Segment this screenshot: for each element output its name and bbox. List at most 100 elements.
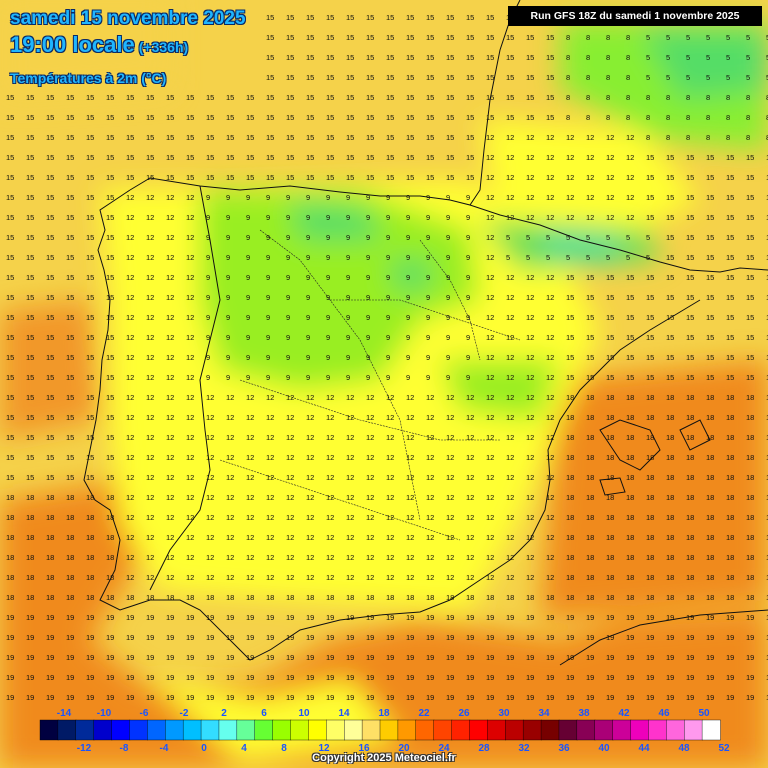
- grid-value: 18: [626, 413, 634, 422]
- grid-value: 12: [486, 473, 494, 482]
- grid-value: 15: [606, 333, 614, 342]
- variable-label: Températures à 2m (°C): [10, 70, 167, 86]
- grid-value: 19: [166, 613, 174, 622]
- grid-value: 9: [306, 233, 310, 242]
- legend-label-top: 22: [418, 708, 430, 719]
- grid-value: 18: [266, 593, 274, 602]
- grid-value: 15: [266, 93, 274, 102]
- grid-value: 15: [686, 173, 694, 182]
- grid-value: 15: [486, 73, 494, 82]
- grid-value: 15: [546, 53, 554, 62]
- grid-value: 15: [26, 193, 34, 202]
- grid-value: 18: [606, 493, 614, 502]
- grid-value: 12: [486, 393, 494, 402]
- legend-label-bottom: 16: [358, 743, 370, 754]
- grid-value: 9: [426, 193, 430, 202]
- grid-value: 12: [126, 253, 134, 262]
- grid-value: 9: [366, 333, 370, 342]
- grid-value: 19: [746, 653, 754, 662]
- grid-value: 18: [766, 533, 768, 542]
- grid-value: 15: [6, 293, 14, 302]
- grid-value: 9: [226, 373, 230, 382]
- grid-value: 15: [386, 153, 394, 162]
- grid-value: 19: [766, 613, 768, 622]
- grid-value: 9: [206, 353, 210, 362]
- grid-value: 19: [446, 673, 454, 682]
- grid-value: 15: [266, 73, 274, 82]
- grid-value: 15: [66, 293, 74, 302]
- grid-value: 8: [586, 53, 590, 62]
- grid-value: 15: [386, 93, 394, 102]
- grid-value: 15: [526, 113, 534, 122]
- grid-value: 9: [266, 233, 270, 242]
- grid-value: 18: [646, 573, 654, 582]
- grid-value: 12: [526, 193, 534, 202]
- grid-value: 15: [726, 353, 734, 362]
- grid-value: 9: [286, 293, 290, 302]
- grid-value: 12: [246, 473, 254, 482]
- grid-value: 12: [166, 293, 174, 302]
- grid-value: 9: [386, 213, 390, 222]
- grid-value: 12: [506, 333, 514, 342]
- grid-value: 18: [26, 493, 34, 502]
- grid-value: 15: [46, 153, 54, 162]
- grid-value: 19: [226, 613, 234, 622]
- grid-value: 9: [306, 253, 310, 262]
- grid-value: 15: [106, 313, 114, 322]
- grid-value: 8: [726, 93, 730, 102]
- grid-value: 19: [86, 633, 94, 642]
- legend-swatch: [433, 719, 453, 741]
- grid-value: 15: [506, 33, 514, 42]
- grid-value: 12: [166, 473, 174, 482]
- grid-value: 18: [226, 593, 234, 602]
- grid-value: 12: [506, 213, 514, 222]
- grid-value: 19: [386, 693, 394, 702]
- grid-value: 8: [706, 93, 710, 102]
- grid-value: 19: [606, 673, 614, 682]
- grid-value: 18: [486, 593, 494, 602]
- grid-value: 9: [466, 233, 470, 242]
- grid-value: 18: [686, 573, 694, 582]
- grid-value: 18: [666, 553, 674, 562]
- grid-value: 18: [46, 593, 54, 602]
- grid-value: 8: [626, 113, 630, 122]
- grid-value: 12: [466, 553, 474, 562]
- grid-value: 15: [146, 173, 154, 182]
- grid-value: 15: [426, 13, 434, 22]
- grid-value: 9: [246, 233, 250, 242]
- grid-value: 12: [226, 493, 234, 502]
- grid-value: 15: [766, 193, 768, 202]
- grid-value: 19: [566, 673, 574, 682]
- grid-value: 15: [706, 213, 714, 222]
- grid-value: 12: [466, 453, 474, 462]
- grid-value: 19: [46, 673, 54, 682]
- grid-value: 12: [546, 173, 554, 182]
- grid-value: 12: [246, 453, 254, 462]
- grid-value: 9: [226, 213, 230, 222]
- grid-value: 5: [586, 233, 590, 242]
- grid-value: 12: [166, 213, 174, 222]
- grid-value: 15: [726, 333, 734, 342]
- grid-value: 15: [366, 93, 374, 102]
- grid-value: 19: [546, 633, 554, 642]
- grid-value: 18: [586, 493, 594, 502]
- grid-value: 18: [106, 513, 114, 522]
- grid-value: 19: [646, 693, 654, 702]
- grid-value: 15: [126, 113, 134, 122]
- grid-value: 19: [486, 613, 494, 622]
- grid-value: 15: [66, 353, 74, 362]
- grid-value: 9: [466, 353, 470, 362]
- grid-value: 18: [86, 493, 94, 502]
- grid-value: 15: [626, 293, 634, 302]
- grid-value: 15: [686, 353, 694, 362]
- grid-value: 12: [446, 513, 454, 522]
- grid-value: 9: [326, 293, 330, 302]
- grid-value: 19: [706, 633, 714, 642]
- grid-value: 19: [726, 633, 734, 642]
- grid-value: 15: [226, 113, 234, 122]
- grid-value: 18: [86, 593, 94, 602]
- grid-value: 18: [746, 473, 754, 482]
- grid-value: 15: [86, 253, 94, 262]
- grid-value: 15: [86, 293, 94, 302]
- grid-value: 19: [166, 673, 174, 682]
